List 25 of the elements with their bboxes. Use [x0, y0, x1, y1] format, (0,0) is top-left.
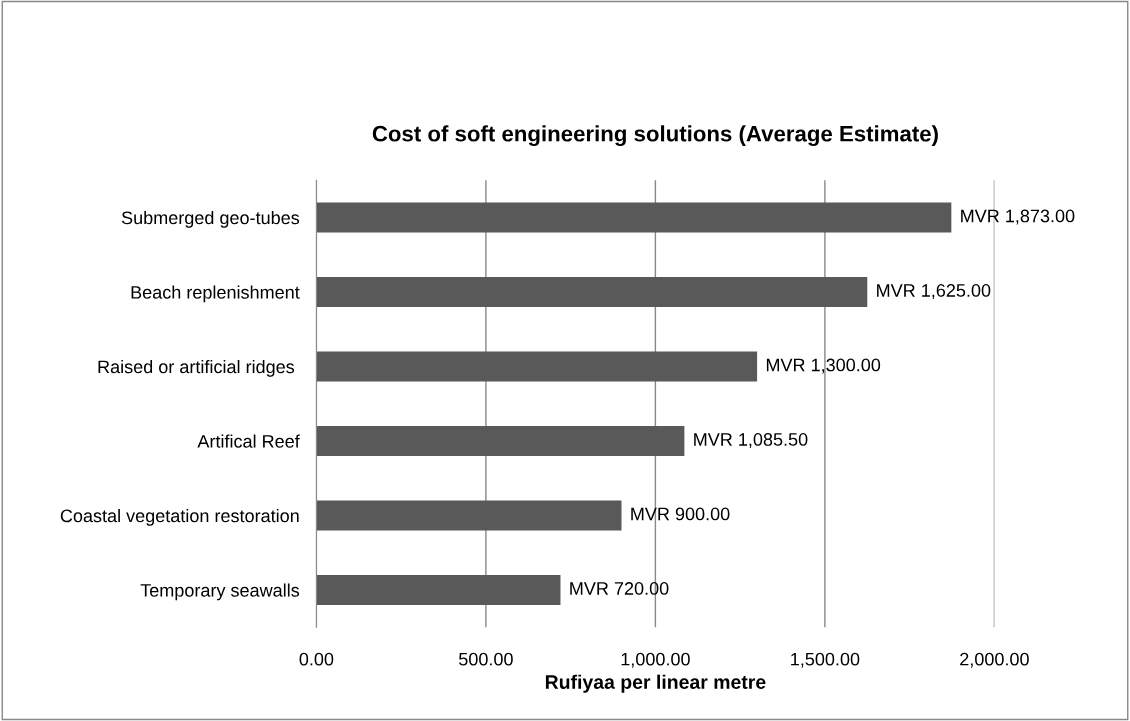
chart-title: Cost of soft engineering solutions (Average Estimate) [372, 125, 938, 147]
x-tick-label: 0.00 [299, 652, 334, 666]
bar [316, 202, 952, 233]
bar [316, 277, 868, 307]
y-tick-label: Raised or artificial ridges [98, 359, 295, 377]
x-tick-label: 500.00 [459, 652, 513, 666]
x-tick-label: 1,500.00 [791, 652, 860, 668]
y-tick-label: Submerged geo-tubes [121, 210, 300, 228]
bar [316, 575, 561, 605]
x-tick-label: 2,000.00 [960, 652, 1029, 668]
y-tick-label: Beach replenishment [131, 285, 300, 303]
x-axis-title: Rufiyaa per linear metre [545, 674, 766, 693]
data-label: MVR 900.00 [631, 507, 730, 521]
bar [316, 426, 685, 456]
data-label: MVR 1,625.00 [877, 284, 991, 299]
y-tick-label: Artifical Reef [197, 434, 300, 448]
y-tick-label: Temporary seawalls [140, 583, 300, 601]
y-tick-label: Coastal vegetation restoration [60, 508, 299, 526]
data-label: MVR 1,085.50 [694, 433, 808, 448]
data-label: MVR 1,300.00 [766, 358, 881, 374]
data-label: MVR 720.00 [570, 582, 669, 595]
bar [316, 500, 622, 531]
bar [316, 351, 758, 382]
data-label: MVR 1,873.00 [961, 209, 1075, 225]
x-tick-label: 1,000.00 [621, 652, 690, 668]
